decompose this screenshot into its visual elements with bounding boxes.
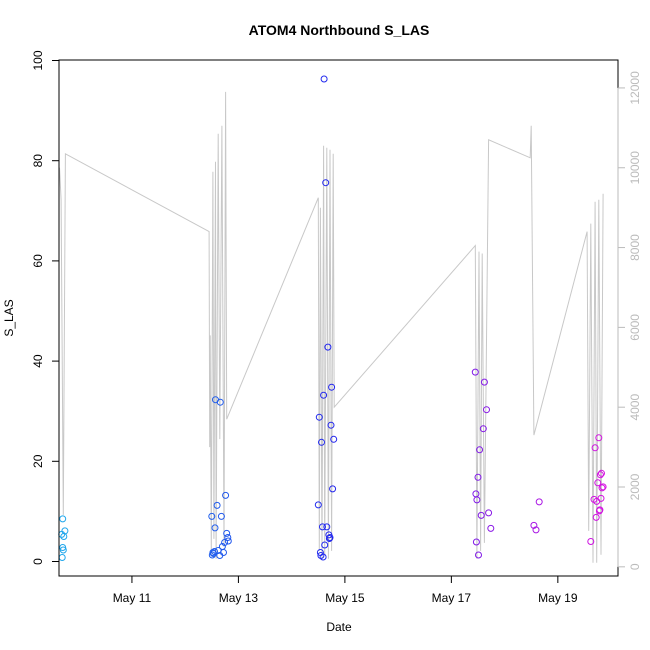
data-point — [216, 398, 224, 406]
data-point — [211, 548, 218, 555]
data-point — [58, 554, 66, 561]
data-point — [220, 549, 227, 556]
data-point — [591, 444, 599, 452]
y-tick-label: 40 — [31, 354, 45, 368]
data-point — [320, 75, 328, 83]
y-tick-label: 20 — [31, 454, 45, 468]
data-point — [472, 490, 480, 498]
data-point — [319, 553, 327, 561]
data-point — [480, 378, 488, 386]
data-point — [211, 524, 219, 532]
y-tick-label: 80 — [31, 154, 45, 168]
point-layer — [58, 75, 607, 561]
data-point — [224, 534, 232, 541]
plot-frame — [58, 59, 619, 577]
y-axis-label: S_LAS — [2, 299, 16, 336]
data-point — [485, 509, 493, 517]
x-tick-label: May 17 — [432, 591, 472, 605]
data-point — [59, 515, 67, 523]
x-tick-label: May 15 — [325, 591, 365, 605]
data-point — [319, 523, 326, 531]
data-point — [479, 425, 487, 433]
data-point — [592, 513, 600, 521]
data-point — [599, 483, 607, 491]
x-tick-label: May 11 — [113, 591, 152, 605]
data-point — [315, 413, 323, 421]
data-point — [327, 421, 335, 429]
y-axis: 0 20 40 60 80 100 — [31, 50, 60, 565]
data-point — [535, 498, 543, 506]
x-tick-label: May 19 — [538, 591, 578, 605]
data-point — [476, 446, 484, 454]
data-point — [326, 534, 334, 541]
data-point — [598, 484, 606, 492]
data-point — [594, 479, 602, 487]
data-point — [477, 511, 485, 519]
secondary-series-line — [59, 91, 604, 563]
data-point — [487, 524, 495, 532]
x-tick-label: May 13 — [219, 591, 259, 605]
data-point — [221, 539, 229, 546]
x-axis: May 11 May 13 May 15 May 17 May 19 — [113, 575, 578, 605]
right-tick-label: 4000 — [628, 394, 642, 421]
data-point — [473, 496, 481, 504]
data-point — [208, 551, 216, 559]
data-point — [224, 537, 232, 545]
data-point — [483, 406, 490, 414]
data-point — [474, 473, 482, 481]
data-point — [328, 383, 336, 391]
data-point — [595, 434, 603, 442]
data-point — [322, 179, 330, 187]
data-point — [596, 506, 604, 514]
data-point — [217, 512, 225, 520]
y-tick-label: 100 — [31, 50, 45, 70]
data-point — [587, 538, 595, 545]
y-tick-label: 0 — [31, 558, 45, 565]
right-tick-label: 0 — [628, 563, 642, 570]
right-axis: 0 2000 4000 6000 8000 10000 12000 — [617, 71, 642, 570]
data-point — [329, 485, 337, 493]
data-point — [321, 541, 329, 549]
right-tick-label: 6000 — [628, 314, 642, 341]
data-point — [532, 526, 540, 534]
data-point — [223, 529, 231, 537]
chart-title: ATOM4 Northbound S_LAS — [249, 22, 430, 38]
y-tick-label: 60 — [31, 254, 45, 268]
data-point — [61, 527, 69, 535]
data-point — [213, 501, 221, 509]
data-point — [530, 521, 538, 529]
right-tick-label: 10000 — [628, 151, 642, 185]
right-tick-label: 2000 — [628, 473, 642, 500]
data-point — [208, 512, 216, 520]
secondary-line-layer — [59, 91, 604, 563]
data-point — [598, 469, 605, 477]
data-point — [323, 523, 331, 531]
data-point — [222, 491, 230, 499]
data-point — [472, 538, 480, 546]
data-point — [59, 546, 67, 554]
data-point — [475, 551, 482, 559]
data-point — [330, 435, 338, 443]
right-tick-label: 8000 — [628, 234, 642, 261]
data-point — [314, 501, 322, 509]
data-point — [597, 494, 605, 502]
data-point — [318, 438, 325, 446]
data-point — [324, 343, 332, 351]
data-point — [471, 368, 479, 376]
data-point — [596, 471, 604, 479]
right-tick-label: 12000 — [628, 71, 642, 105]
x-axis-label: Date — [326, 620, 352, 634]
data-point — [320, 391, 328, 399]
